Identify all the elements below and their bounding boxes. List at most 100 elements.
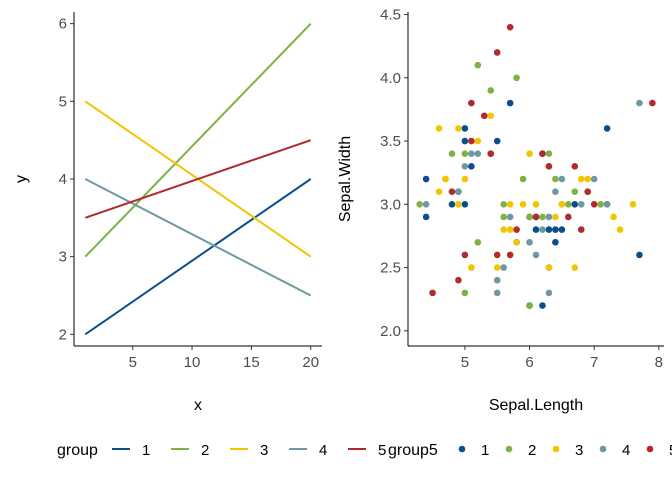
y-tick-label: 4.0 — [380, 70, 401, 87]
series-line-4 — [84, 178, 312, 297]
x-tick-label: 8 — [655, 354, 663, 371]
point-group-3 — [487, 112, 495, 120]
series-line-1 — [84, 178, 312, 336]
point-group-1 — [545, 226, 553, 233]
point-group-2 — [474, 61, 482, 69]
point-group-3 — [474, 137, 482, 145]
point-group-4 — [506, 213, 514, 221]
y-axis-label: y — [13, 175, 30, 183]
point-group-5 — [461, 251, 469, 259]
legend-label-1: 1 — [142, 442, 150, 459]
point-group-3 — [629, 201, 637, 208]
point-group-5 — [513, 226, 520, 233]
point-group-5 — [506, 23, 514, 31]
point-group-2 — [416, 201, 423, 208]
point-group-3 — [442, 175, 449, 183]
point-group-5 — [532, 213, 540, 221]
point-group-2 — [461, 289, 469, 297]
point-group-1 — [506, 99, 514, 107]
point-group-2 — [565, 201, 572, 208]
y-tick-label: 2.5 — [380, 260, 401, 277]
point-group-4 — [558, 175, 566, 183]
point-group-5 — [571, 163, 579, 170]
point-group-1 — [558, 226, 566, 233]
point-group-3 — [558, 201, 566, 208]
point-group-2 — [552, 175, 559, 183]
point-group-3 — [571, 264, 579, 271]
x-tick-label: 6 — [525, 354, 533, 371]
x-tick-label: 5 — [461, 354, 469, 371]
point-group-3 — [455, 201, 462, 208]
legend-label-1: 1 — [481, 442, 489, 459]
point-group-4 — [539, 226, 546, 233]
y-tick-label: 3.0 — [380, 196, 401, 213]
chart-panel-2: 2.0 2.5 3.0 3.5 4.0 4.5 5 6 7 8 Sepal.Length Sepal.… — [337, 7, 672, 459]
point-group-1 — [422, 213, 430, 221]
point-group-2 — [500, 213, 507, 221]
point-group-5 — [584, 188, 592, 195]
point-group-3 — [506, 226, 514, 233]
point-group-5 — [468, 137, 475, 145]
point-group-2 — [545, 150, 553, 157]
point-group-1 — [603, 125, 611, 132]
legend-label-5: 5 — [669, 442, 672, 459]
y-tick-label: 6 — [59, 16, 67, 33]
point-group-5 — [565, 213, 572, 221]
point-group-5 — [487, 150, 495, 157]
point-group-3 — [526, 150, 533, 157]
point-group-4 — [636, 99, 643, 107]
legend-label-3: 3 — [260, 442, 268, 459]
point-group-2 — [519, 175, 527, 183]
point-group-3 — [513, 238, 520, 246]
legend-label-2: 2 — [528, 442, 536, 459]
point-group-4 — [590, 175, 598, 183]
point-group-4 — [455, 188, 462, 195]
point-group-1 — [493, 137, 501, 145]
legend-label-3: 3 — [575, 442, 583, 459]
point-group-4 — [577, 201, 585, 208]
point-group-4 — [545, 289, 553, 297]
point-group-4 — [526, 238, 533, 246]
point-group-2 — [571, 188, 579, 195]
point-group-4 — [493, 289, 501, 297]
legend-label-4: 4 — [622, 442, 630, 459]
legend-label-5: 5 — [378, 442, 386, 459]
point-group-4 — [532, 251, 540, 259]
legend-title: group5 — [388, 442, 438, 459]
point-group-2 — [474, 238, 482, 246]
x-tick-label: 10 — [184, 354, 201, 371]
legend: group5 1 2 3 4 5 — [388, 442, 672, 459]
point-group-3 — [532, 201, 540, 208]
point-group-2 — [526, 302, 533, 309]
point-group-1 — [468, 163, 475, 170]
point-group-5 — [455, 276, 462, 284]
point-group-3 — [455, 125, 462, 132]
point-group-4 — [461, 163, 469, 170]
point-group-1 — [539, 302, 546, 309]
y-axis-label: Sepal.Width — [337, 136, 354, 222]
series-line-2 — [84, 22, 312, 258]
point-group-4 — [468, 150, 475, 157]
point-group-2 — [513, 74, 520, 82]
x-axis-label: x — [194, 397, 202, 414]
point-group-2 — [500, 201, 507, 208]
legend-label-2: 2 — [201, 442, 209, 459]
point-group-5 — [590, 201, 598, 208]
x-tick-label: 7 — [590, 354, 598, 371]
point-group-3 — [468, 264, 475, 271]
x-axis-label: Sepal.Length — [489, 397, 583, 414]
point-group-2 — [448, 150, 456, 157]
x-tick-label: 20 — [302, 354, 319, 371]
point-group-2 — [487, 87, 495, 94]
point-group-5 — [493, 49, 501, 56]
point-group-4 — [603, 201, 611, 208]
point-group-1 — [552, 238, 559, 246]
point-group-1 — [552, 226, 559, 233]
y-tick-label: 4.5 — [380, 7, 401, 24]
point-group-1 — [532, 226, 540, 233]
point-group-3 — [506, 201, 514, 208]
chart-panel-1: 2 3 4 5 6 5 10 15 20 x y group 1 2 3 4 5 — [13, 12, 386, 459]
point-group-4 — [422, 201, 430, 208]
point-group-4 — [493, 276, 501, 284]
legend-key-1 — [458, 445, 466, 453]
